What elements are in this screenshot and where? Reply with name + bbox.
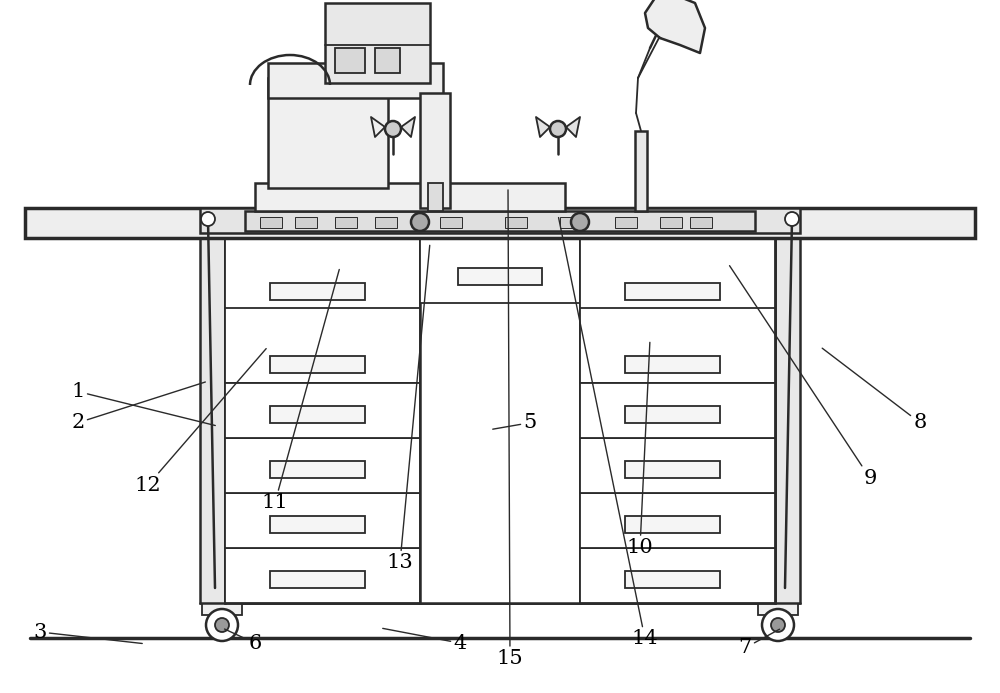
Circle shape	[762, 609, 794, 641]
Bar	[580, 548, 775, 603]
Bar	[625, 570, 720, 588]
Bar	[255, 183, 565, 211]
Bar	[225, 438, 420, 493]
Bar	[260, 217, 282, 228]
Bar	[270, 516, 365, 533]
Bar	[420, 233, 580, 603]
Polygon shape	[566, 117, 580, 137]
Text: 9: 9	[730, 265, 877, 488]
Bar	[580, 493, 775, 548]
Bar	[270, 570, 365, 588]
Bar	[225, 233, 420, 383]
Bar	[295, 217, 317, 228]
Bar	[625, 516, 720, 533]
Bar	[325, 3, 430, 83]
Bar	[580, 233, 775, 603]
Bar	[420, 93, 450, 208]
Text: 6: 6	[225, 629, 262, 653]
Bar	[625, 356, 720, 373]
Circle shape	[215, 618, 229, 632]
Bar	[200, 208, 800, 233]
Bar	[580, 233, 775, 383]
Bar	[625, 461, 720, 477]
Bar	[690, 217, 712, 228]
Text: 7: 7	[738, 629, 780, 658]
Bar	[458, 268, 542, 285]
Bar	[635, 131, 647, 211]
Text: 14: 14	[559, 218, 658, 649]
Text: 11: 11	[262, 270, 339, 512]
Polygon shape	[645, 0, 705, 53]
Bar	[420, 233, 580, 303]
Bar	[270, 461, 365, 477]
Bar	[625, 283, 720, 300]
Bar	[202, 599, 242, 615]
Bar	[268, 63, 443, 98]
Circle shape	[411, 213, 429, 231]
Polygon shape	[401, 117, 415, 137]
Bar	[225, 233, 420, 603]
Bar	[440, 217, 462, 228]
Text: 8: 8	[822, 348, 927, 432]
Bar	[270, 283, 365, 300]
Circle shape	[385, 121, 401, 137]
Bar	[775, 228, 800, 603]
Text: 13: 13	[387, 245, 430, 572]
Bar	[560, 217, 582, 228]
Circle shape	[206, 609, 238, 641]
Text: 3: 3	[33, 622, 142, 644]
Bar	[245, 211, 755, 231]
Bar	[428, 183, 443, 211]
Circle shape	[571, 213, 589, 231]
Text: 1: 1	[71, 382, 215, 426]
Text: 4: 4	[383, 629, 467, 653]
Bar	[615, 217, 637, 228]
Text: 5: 5	[493, 413, 537, 432]
Bar	[268, 78, 388, 188]
Text: 12: 12	[135, 349, 266, 495]
Bar	[25, 208, 975, 238]
Bar	[270, 356, 365, 373]
Circle shape	[201, 212, 215, 226]
Bar	[270, 405, 365, 423]
Bar	[335, 217, 357, 228]
Text: 15: 15	[497, 190, 523, 668]
Polygon shape	[536, 117, 550, 137]
Bar	[225, 548, 420, 603]
Bar	[660, 217, 682, 228]
Bar	[225, 493, 420, 548]
Text: 2: 2	[71, 382, 205, 432]
Bar	[375, 48, 400, 73]
Circle shape	[771, 618, 785, 632]
Circle shape	[550, 121, 566, 137]
Text: 10: 10	[627, 342, 653, 557]
Bar	[580, 438, 775, 493]
Circle shape	[785, 212, 799, 226]
Bar	[580, 383, 775, 438]
Bar	[335, 48, 365, 73]
Bar	[505, 217, 527, 228]
Bar	[375, 217, 397, 228]
Polygon shape	[371, 117, 385, 137]
Bar	[225, 233, 775, 603]
Bar	[200, 228, 225, 603]
Bar	[758, 599, 798, 615]
Bar	[225, 383, 420, 438]
Bar	[625, 405, 720, 423]
